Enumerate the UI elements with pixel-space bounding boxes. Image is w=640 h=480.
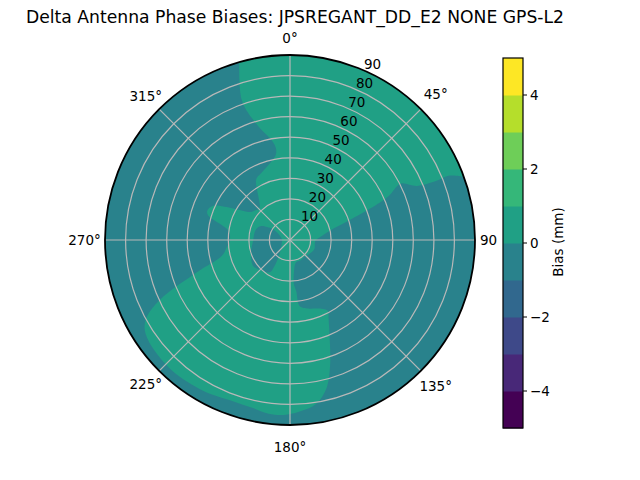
colorbar-band: [503, 206, 523, 244]
colorbar: 4 2 0 −2 −4 Bias (mm): [503, 58, 566, 429]
colorbar-band: [503, 132, 523, 170]
colorbar-band: [503, 169, 523, 207]
theta-tick-label: 225°: [130, 376, 163, 392]
radial-tick-label: 60: [340, 113, 357, 129]
colorbar-band: [503, 391, 523, 429]
radial-tick-label: 80: [356, 75, 373, 91]
radial-tick-label: 10: [301, 208, 318, 224]
radial-tick-label: 30: [317, 170, 334, 186]
radial-tick-label: 50: [332, 132, 349, 148]
colorbar-axis-label: Bias (mm): [550, 207, 566, 276]
colorbar-band: [503, 58, 523, 96]
colorbar-band: [503, 280, 523, 318]
theta-tick-label: 0°: [282, 30, 297, 46]
colorbar-tick-label: −4: [530, 383, 550, 399]
theta-tick-label: 135°: [419, 378, 452, 394]
polar-contour-chart: Delta Antenna Phase Biases: JPSREGANT_DD…: [0, 0, 640, 480]
theta-tick-label: 315°: [130, 88, 163, 104]
theta-tick-label: 90: [480, 232, 497, 248]
theta-tick-label: 45°: [424, 86, 448, 102]
polar-grid: [105, 55, 475, 425]
colorbar-tick-label: 2: [530, 161, 539, 177]
colorbar-tick-label: −2: [530, 309, 550, 325]
colorbar-tick-label: 4: [530, 87, 539, 103]
radial-tick-label: 40: [325, 151, 342, 167]
theta-tick-label: 270°: [68, 232, 101, 248]
colorbar-band: [503, 317, 523, 355]
radial-tick-label: 90: [364, 56, 381, 72]
chart-title: Delta Antenna Phase Biases: JPSREGANT_DD…: [26, 7, 564, 28]
theta-tick-label: 180°: [274, 439, 307, 455]
radial-tick-label: 70: [348, 94, 365, 110]
colorbar-band: [503, 354, 523, 392]
colorbar-band: [503, 95, 523, 133]
colorbar-band: [503, 243, 523, 281]
radial-tick-label: 20: [309, 189, 326, 205]
colorbar-tick-label: 0: [530, 235, 539, 251]
